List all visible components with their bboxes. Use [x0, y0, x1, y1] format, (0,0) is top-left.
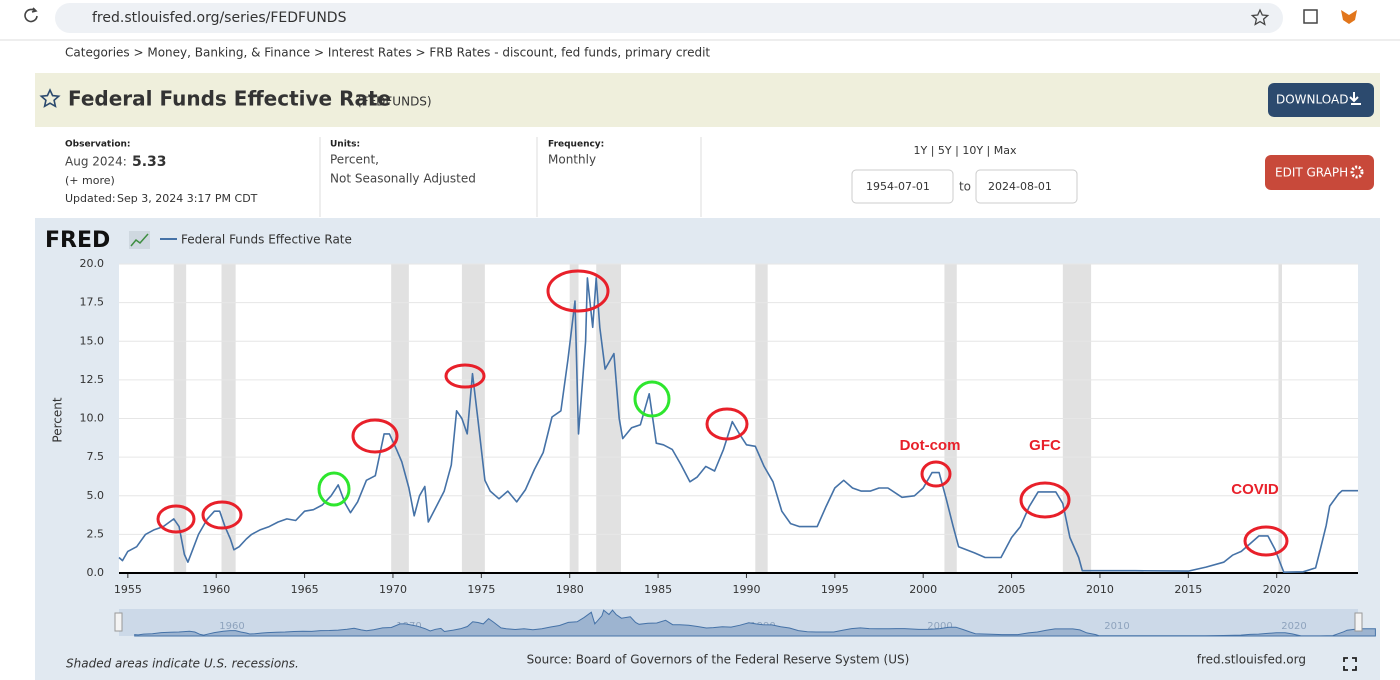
updated-label: Updated: [65, 192, 116, 205]
download-button[interactable] [1268, 83, 1374, 117]
end-date: 2024-08-01 [988, 180, 1052, 193]
navigator-label: 1960 [219, 621, 244, 632]
start-date-input[interactable] [851, 169, 954, 204]
url: fred.stlouisfed.org/series/FEDFUNDS [92, 10, 347, 26]
navigator-label: 2020 [1281, 621, 1306, 632]
y-tick-label: 17.5 [80, 296, 105, 309]
bookmark-icon[interactable] [1250, 8, 1270, 26]
breadcrumb[interactable]: Categories > Money, Banking, & Finance >… [65, 46, 710, 60]
navigator-label: 2010 [1104, 621, 1129, 632]
units-1: Percent, [330, 153, 379, 167]
y-tick-label: 5.0 [87, 489, 105, 502]
frequency: Monthly [548, 153, 596, 167]
highlight-circle [156, 504, 196, 534]
download-label: DOWNLOAD [1276, 93, 1348, 107]
download-icon [1349, 92, 1361, 105]
edit-graph-label: EDIT GRAPH [1275, 166, 1348, 180]
navigator-label: 2000 [927, 621, 952, 632]
x-tick-label: 1965 [291, 583, 319, 596]
x-tick-label: 1975 [467, 583, 495, 596]
highlight-circle [317, 471, 351, 507]
gear-icon [1350, 165, 1364, 179]
logo-line [130, 233, 149, 247]
y-tick-label: 10.0 [80, 412, 105, 425]
x-tick-label: 1990 [732, 583, 760, 596]
series-id: (FEDFUNDS) [357, 95, 432, 109]
navigator-area [134, 609, 1376, 637]
x-tick-label: 2000 [909, 583, 937, 596]
observation-label: Observation: [65, 140, 131, 150]
y-axis-label: Percent [51, 397, 65, 442]
units-2: Not Seasonally Adjusted [330, 172, 476, 186]
range-links[interactable]: 1Y | 5Y | 10Y | Max [914, 144, 1017, 157]
annotation: Dot-com [900, 437, 961, 454]
fred-logo: FRED [45, 228, 110, 253]
highlight-circle [705, 407, 749, 441]
recession-note: Shaded areas indicate U.S. recessions. [66, 657, 299, 671]
units-label: Units: [330, 140, 360, 150]
observation-value: 5.33 [132, 154, 167, 170]
y-tick-label: 2.5 [87, 527, 105, 540]
highlight-circle [201, 500, 243, 530]
updated: Sep 3, 2024 3:17 PM CDT [117, 192, 258, 205]
highlight-circle [444, 363, 486, 389]
y-tick-label: 12.5 [80, 373, 105, 386]
highlight-circle [546, 269, 610, 313]
end-date-input[interactable] [975, 169, 1078, 204]
qr-icon[interactable] [1303, 9, 1318, 24]
x-tick-label: 2010 [1086, 583, 1114, 596]
to-label: to [959, 180, 971, 194]
title-banner [35, 73, 1380, 127]
y-tick-label: 20.0 [80, 257, 105, 270]
highlight-circle [633, 380, 671, 418]
data-line [118, 277, 1358, 573]
frequency-label: Frequency: [548, 140, 604, 150]
url-bar[interactable] [55, 3, 1283, 33]
y-tick-label: 0.0 [87, 566, 105, 579]
annotation: COVID [1231, 481, 1279, 498]
favorite-star[interactable] [39, 88, 61, 108]
x-tick-label: 2020 [1263, 583, 1291, 596]
more-link[interactable]: (+ more) [65, 174, 115, 187]
highlight-circle [1019, 481, 1071, 519]
edit-graph-button[interactable] [1265, 155, 1374, 190]
annotation: GFC [1029, 437, 1061, 454]
y-tick-label: 15.0 [80, 334, 105, 347]
x-tick-label: 2005 [998, 583, 1026, 596]
highlight-circle [920, 460, 952, 488]
navigator-handle[interactable] [114, 612, 123, 632]
source: Source: Board of Governors of the Federa… [527, 653, 910, 667]
reload-icon[interactable] [24, 7, 38, 23]
observation-date: Aug 2024: [65, 155, 127, 169]
navigator-handle[interactable] [1354, 612, 1363, 632]
site[interactable]: fred.stlouisfed.org [1197, 653, 1306, 667]
series-title: Federal Funds Effective Rate [68, 87, 391, 111]
y-tick-label: 7.5 [87, 450, 105, 463]
fullscreen-icon[interactable] [1343, 657, 1357, 671]
x-tick-label: 1970 [379, 583, 407, 596]
x-tick-label: 2015 [1174, 583, 1202, 596]
highlight-circle [1243, 525, 1289, 557]
x-tick-label: 1985 [644, 583, 672, 596]
highlight-circle [351, 418, 399, 454]
extension-icon[interactable] [1341, 10, 1357, 24]
logo-icon [129, 231, 150, 249]
start-date: 1954-07-01 [866, 180, 930, 193]
x-tick-label: 1955 [114, 583, 142, 596]
legend-label: Federal Funds Effective Rate [181, 233, 352, 247]
x-tick-label: 1980 [556, 583, 584, 596]
x-tick-label: 1960 [202, 583, 230, 596]
x-tick-label: 1995 [821, 583, 849, 596]
